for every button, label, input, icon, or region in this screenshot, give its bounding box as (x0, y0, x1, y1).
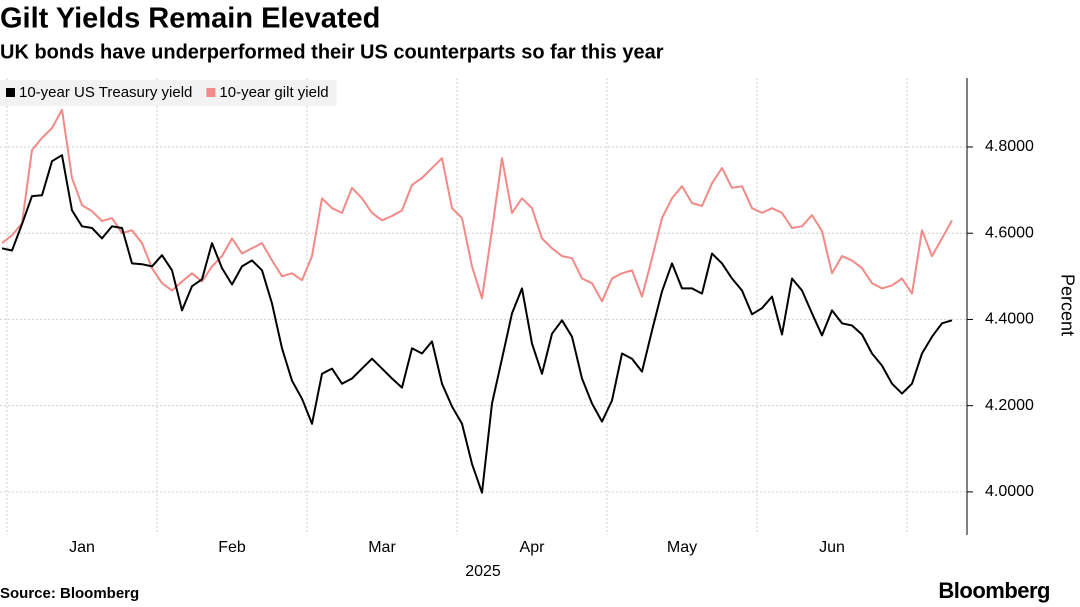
chart-title: Gilt Yields Remain Elevated (0, 3, 380, 35)
source: Source: Bloomberg (0, 585, 139, 602)
brand: Bloomberg (938, 578, 1050, 603)
x-tick-label: Jun (819, 539, 845, 556)
x-tick-label: Apr (520, 539, 546, 556)
legend-swatch (206, 88, 216, 97)
chart-subtitle: UK bonds have underperformed their US co… (0, 41, 664, 63)
y-tick-label: 4.8000 (985, 138, 1034, 155)
x-tick-label: Mar (368, 539, 396, 556)
x-tick-label: May (667, 539, 697, 556)
legend-label: 10-year US Treasury yield (19, 84, 192, 101)
x-tick-label: Feb (218, 539, 246, 556)
legend-swatch (6, 88, 15, 97)
series-line (1, 154, 953, 494)
y-tick-label: 4.4000 (985, 311, 1034, 328)
y-tick-label: 4.0000 (985, 483, 1034, 500)
y-tick-label: 4.6000 (985, 224, 1034, 241)
series-line (1, 108, 953, 303)
x-axis-label: 2025 (465, 563, 501, 580)
legend: 10-year US Treasury yield 10-year gilt yi… (0, 80, 337, 106)
legend-label: 10-year gilt yield (219, 84, 328, 101)
y-axis-label: Percent (1057, 274, 1077, 336)
x-tick-label: Jan (69, 539, 95, 556)
legend-background (0, 80, 337, 106)
y-tick-label: 4.2000 (985, 397, 1034, 414)
